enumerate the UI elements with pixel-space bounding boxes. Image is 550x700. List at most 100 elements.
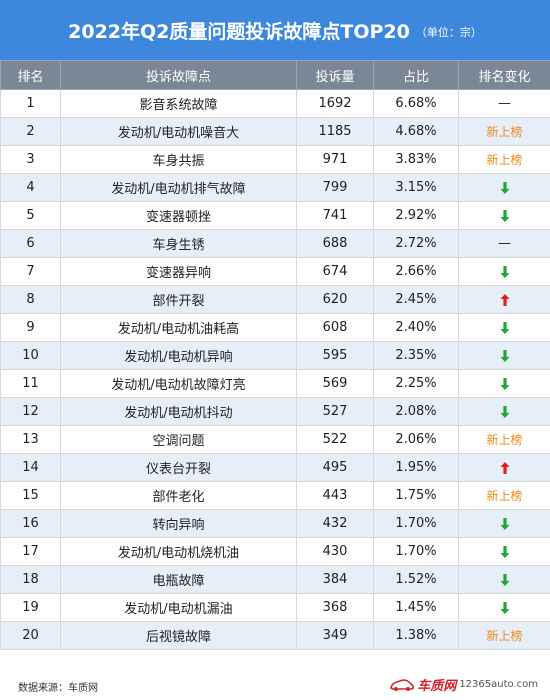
new-entry-label: 新上榜 — [486, 153, 523, 167]
cell-rank: 2 — [0, 117, 61, 146]
arrow-up-icon — [500, 461, 509, 474]
column-header-rank: 排名 — [0, 60, 61, 90]
cell-share: 2.72% — [373, 229, 459, 258]
cell-change — [458, 285, 550, 314]
table-row: 4 发动机/电动机排气故障 799 3.15% — [0, 173, 550, 202]
brand-name: 车质网 — [417, 679, 457, 694]
no-change-label: — — [498, 236, 511, 251]
cell-item: 发动机/电动机噪音大 — [60, 117, 297, 146]
arrow-down-icon — [500, 265, 509, 278]
arrow-down-icon — [500, 545, 509, 558]
cell-rank: 14 — [0, 453, 61, 482]
cell-count: 430 — [296, 537, 374, 566]
cell-item: 部件开裂 — [60, 285, 297, 314]
brand-logo: 车质网 12365auto.com — [389, 675, 538, 694]
cell-item: 影音系统故障 — [60, 89, 297, 118]
table-row: 3 车身共振 971 3.83% 新上榜 — [0, 145, 550, 174]
cell-item: 电瓶故障 — [60, 565, 297, 594]
no-change-label: — — [498, 96, 511, 111]
cell-count: 349 — [296, 621, 374, 650]
cell-item: 仪表台开裂 — [60, 453, 297, 482]
cell-rank: 18 — [0, 565, 61, 594]
table-row: 10 发动机/电动机异响 595 2.35% — [0, 341, 550, 370]
cell-rank: 15 — [0, 481, 61, 510]
column-header-share: 占比 — [373, 60, 459, 90]
cell-share: 1.70% — [373, 537, 459, 566]
arrow-up-icon — [500, 293, 509, 306]
new-entry-label: 新上榜 — [486, 433, 523, 447]
cell-item: 车身生锈 — [60, 229, 297, 258]
cell-share: 6.68% — [373, 89, 459, 118]
cell-count: 384 — [296, 565, 374, 594]
column-header-change: 排名变化 — [458, 60, 550, 90]
cell-item: 发动机/电动机故障灯亮 — [60, 369, 297, 398]
cell-change: 新上榜 — [458, 621, 550, 650]
cell-change — [458, 509, 550, 538]
cell-change — [458, 369, 550, 398]
cell-rank: 1 — [0, 89, 61, 118]
cell-count: 1692 — [296, 89, 374, 118]
column-header-count: 投诉量 — [296, 60, 374, 90]
cell-rank: 16 — [0, 509, 61, 538]
cell-count: 608 — [296, 313, 374, 342]
cell-share: 2.35% — [373, 341, 459, 370]
table-row: 12 发动机/电动机抖动 527 2.08% — [0, 397, 550, 426]
cell-change — [458, 313, 550, 342]
cell-item: 转向异响 — [60, 509, 297, 538]
complaint-table: 排名 投诉故障点 投诉量 占比 排名变化 1 影音系统故障 1692 6.68% —2 发… — [0, 60, 550, 650]
arrow-down-icon — [500, 601, 509, 614]
cell-item: 发动机/电动机异响 — [60, 341, 297, 370]
cell-item: 发动机/电动机油耗高 — [60, 313, 297, 342]
table-row: 13 空调问题 522 2.06% 新上榜 — [0, 425, 550, 454]
cell-count: 495 — [296, 453, 374, 482]
cell-share: 2.08% — [373, 397, 459, 426]
arrow-down-icon — [500, 321, 509, 334]
cell-rank: 19 — [0, 593, 61, 622]
cell-share: 1.52% — [373, 565, 459, 594]
cell-change — [458, 201, 550, 230]
column-header-item: 投诉故障点 — [60, 60, 297, 90]
cell-change: 新上榜 — [458, 117, 550, 146]
table-row: 6 车身生锈 688 2.72% — — [0, 229, 550, 258]
table-row: 11 发动机/电动机故障灯亮 569 2.25% — [0, 369, 550, 398]
table-row: 5 变速器顿挫 741 2.92% — [0, 201, 550, 230]
chart-title: 2022年Q2质量问题投诉故障点TOP20 — [68, 20, 410, 43]
cell-rank: 20 — [0, 621, 61, 650]
cell-change: — — [458, 229, 550, 258]
cell-item: 变速器异响 — [60, 257, 297, 286]
cell-share: 1.70% — [373, 509, 459, 538]
cell-count: 527 — [296, 397, 374, 426]
table-row: 17 发动机/电动机烧机油 430 1.70% — [0, 537, 550, 566]
cell-count: 971 — [296, 145, 374, 174]
cell-share: 2.25% — [373, 369, 459, 398]
cell-share: 3.83% — [373, 145, 459, 174]
table-row: 16 转向异响 432 1.70% — [0, 509, 550, 538]
table-row: 14 仪表台开裂 495 1.95% — [0, 453, 550, 482]
cell-change: 新上榜 — [458, 145, 550, 174]
cell-share: 1.95% — [373, 453, 459, 482]
data-source: 数据来源：车质网 — [18, 683, 98, 694]
cell-rank: 9 — [0, 313, 61, 342]
cell-share: 2.92% — [373, 201, 459, 230]
chart-header: 2022年Q2质量问题投诉故障点TOP20 （单位：宗） — [0, 0, 550, 60]
cell-share: 2.66% — [373, 257, 459, 286]
cell-item: 部件老化 — [60, 481, 297, 510]
table-body: 1 影音系统故障 1692 6.68% —2 发动机/电动机噪音大 1185 4.68% 新上榜… — [0, 89, 550, 650]
cell-change — [458, 593, 550, 622]
table-row: 8 部件开裂 620 2.45% — [0, 285, 550, 314]
cell-share: 2.40% — [373, 313, 459, 342]
cell-rank: 11 — [0, 369, 61, 398]
table-row: 2 发动机/电动机噪音大 1185 4.68% 新上榜 — [0, 117, 550, 146]
car-logo-icon — [390, 678, 415, 691]
cell-item: 发动机/电动机抖动 — [60, 397, 297, 426]
cell-change — [458, 257, 550, 286]
cell-count: 443 — [296, 481, 374, 510]
table-row: 7 变速器异响 674 2.66% — [0, 257, 550, 286]
brand-site: 12365auto.com — [459, 679, 538, 690]
new-entry-label: 新上榜 — [486, 489, 523, 503]
cell-rank: 8 — [0, 285, 61, 314]
cell-change — [458, 341, 550, 370]
arrow-down-icon — [500, 517, 509, 530]
cell-item: 发动机/电动机排气故障 — [60, 173, 297, 202]
cell-change: 新上榜 — [458, 425, 550, 454]
